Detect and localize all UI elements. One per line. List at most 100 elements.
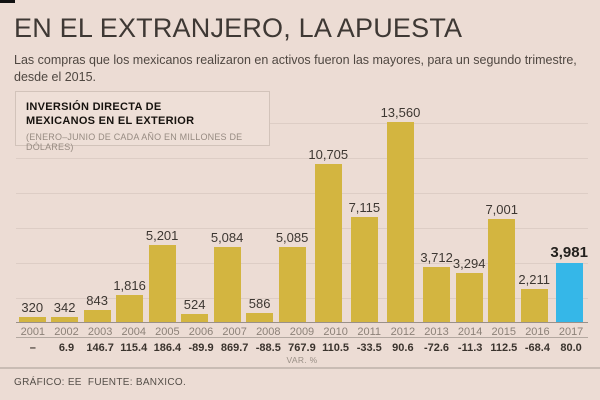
var-percent-caption: VAR. % [286, 355, 318, 365]
year-tick-label: 2002 [54, 326, 79, 338]
bar-value-label: 5,085 [275, 230, 309, 245]
legend-title-line1: INVERSIÓN DIRECTA DE [26, 101, 162, 113]
year-tick-label: 2011 [357, 326, 382, 338]
bar [278, 247, 306, 322]
var-percent-value: – [29, 342, 36, 354]
year-tick-label: 2006 [188, 326, 214, 338]
year-tick-label: 2015 [491, 326, 517, 338]
gridline [16, 193, 588, 194]
legend-title-line2: MEXICANOS EN EL EXTERIOR [26, 115, 195, 128]
bar-column-2017: 3,981 [550, 101, 588, 322]
bar-column-2003: 843 [81, 101, 113, 322]
gridline [16, 123, 588, 124]
legend-unit-note: (ENERO–JUNIO DE CADA AÑO EN MILLONES DE … [26, 131, 243, 152]
bar-column-2001: 320 [16, 101, 48, 322]
bar-column-2014: 3,294 [452, 101, 486, 322]
bar [455, 273, 483, 322]
var-percent-value: 767.9 [288, 342, 316, 354]
year-tick-label: 2010 [323, 326, 348, 338]
bar-column-2015: 7,001 [485, 101, 518, 322]
table-divider [16, 337, 588, 338]
var-percent-value: 186.4 [153, 342, 182, 354]
bar-value-label: 320 [21, 300, 44, 315]
year-tick-label: 2016 [525, 326, 550, 338]
var-percent-value: 869.7 [220, 342, 249, 354]
year-tick-label: 2014 [457, 326, 483, 338]
bar [83, 310, 111, 322]
var-percent-value: 110.5 [322, 342, 350, 354]
bar-value-label: 7,001 [485, 202, 518, 217]
bar [423, 267, 451, 322]
year-tick-label: 2005 [155, 326, 180, 338]
bar-value-label: 2,211 [518, 272, 550, 287]
bar [555, 263, 583, 322]
page-subtitle: Las compras que los mexicanos realizaron… [14, 53, 577, 84]
bar-column-2013: 3,712 [420, 101, 453, 322]
bar-column-2007: 5,084 [210, 101, 244, 322]
bar-value-label: 3,712 [420, 250, 453, 265]
year-tick-label: 2001 [20, 326, 46, 338]
bar [520, 289, 548, 322]
bar-chart: 320 342 843 1,816 5,201 524 5,084 586 5,085 10,70… [16, 101, 588, 322]
bar-value-label: 342 [53, 300, 76, 315]
year-tick-label: 2008 [256, 326, 281, 338]
gridline [16, 228, 588, 229]
year-tick-label: 2012 [390, 326, 416, 338]
var-percent-value: 146.7 [86, 342, 114, 354]
bar-column-2011: 7,115 [348, 101, 380, 322]
bar-value-label: 843 [86, 293, 108, 308]
bar-value-label: 5,084 [210, 230, 244, 245]
bar-column-2016: 2,211 [518, 101, 550, 322]
var-percent-value: -89.9 [188, 342, 214, 354]
chart-baseline [16, 322, 588, 323]
bar-value-label: 13,560 [380, 105, 421, 120]
bar [488, 219, 516, 322]
bar-column-2012: 13,560 [380, 101, 421, 322]
source-credit: GRÁFICO: EE FUENTE: BANXICO. [14, 377, 187, 388]
bar [181, 314, 209, 322]
var-percent-value: 90.6 [392, 342, 414, 354]
bar [213, 247, 241, 322]
bar-value-label: 1,816 [113, 278, 146, 293]
var-percent-value: -33.5 [356, 342, 382, 354]
bar-column-2005: 5,201 [145, 101, 179, 322]
bar [314, 164, 342, 322]
var-percent-value: 115.4 [120, 342, 148, 354]
bar-column-2002: 342 [48, 101, 80, 322]
var-percent-value: -72.6 [423, 342, 450, 354]
var-percent-value: -68.4 [524, 342, 550, 354]
variation-percent-row: – 6.9 146.7 115.4 186.4 -89.9 869.7 -88.5 767.9 1… [16, 342, 588, 354]
bar [386, 122, 414, 322]
bar-value-label: 3,981 [550, 244, 588, 261]
bar-value-label: 10,705 [308, 147, 349, 162]
bar-value-label: 7,115 [348, 200, 381, 215]
x-axis-year-labels: 2001 2002 2003 2004 2005 2006 2007 2008 2009 2010… [16, 326, 588, 338]
year-tick-label: 2007 [222, 326, 247, 338]
year-tick-label: 2004 [121, 326, 146, 338]
bar-column-2006: 524 [178, 101, 210, 322]
bar-value-label: 524 [183, 297, 206, 312]
bar-column-2008: 586 [243, 101, 275, 322]
bar-column-2010: 10,705 [308, 101, 348, 322]
year-tick-label: 2013 [424, 326, 449, 338]
year-tick-label: 2009 [289, 326, 315, 338]
footer-divider [0, 367, 600, 369]
var-percent-value: -88.5 [255, 342, 281, 354]
var-percent-value: 112.5 [490, 342, 518, 354]
bar [18, 317, 46, 322]
bar-column-2009: 5,085 [275, 101, 309, 322]
bar [148, 245, 176, 322]
crop-artifact-mark [0, 0, 15, 3]
bar-value-label: 3,294 [452, 256, 486, 271]
bar-value-label: 5,201 [145, 228, 179, 243]
chart-legend-box: INVERSIÓN DIRECTA DE MEXICANOS EN EL EXT… [15, 91, 270, 152]
year-tick-label: 2017 [558, 326, 584, 338]
year-tick-label: 2003 [87, 326, 113, 338]
bar-column-2004: 1,816 [113, 101, 146, 322]
var-percent-value: -11.3 [457, 342, 483, 354]
bar [51, 317, 79, 322]
var-percent-value: 80.0 [560, 342, 582, 354]
var-percent-value: 6.9 [58, 342, 75, 354]
bar [246, 313, 274, 322]
gridline [16, 158, 588, 159]
